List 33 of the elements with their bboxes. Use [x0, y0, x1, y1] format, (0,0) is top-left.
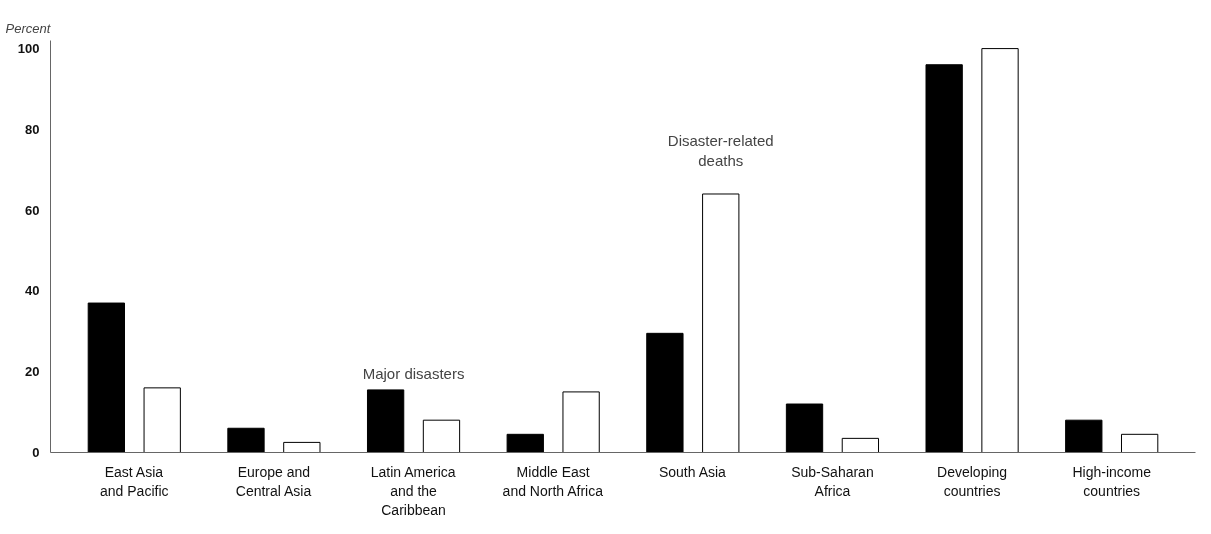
x-tick-label: Latin America and the Caribbean	[370, 463, 456, 518]
x-tick-label: Middle East and North Africa	[502, 463, 604, 499]
y-tick-label: 60	[25, 202, 40, 218]
bar	[143, 387, 181, 453]
y-tick-label: 40	[25, 283, 40, 299]
x-tick-label: Europe and Central Asia	[235, 463, 312, 499]
y-tick-label: 80	[25, 121, 40, 137]
y-tick-label: 20	[25, 364, 40, 380]
bar	[785, 403, 824, 453]
x-tick-label: Sub-Saharan Africa	[791, 463, 874, 499]
x-tick-label: South Asia	[658, 463, 727, 480]
text: Disaster-related deaths	[667, 131, 774, 169]
x-tick-label: High-income countries	[1072, 463, 1152, 499]
y-tick-label: 0	[32, 445, 40, 460]
y-tick-label: 100	[17, 41, 40, 57]
bar	[227, 427, 265, 453]
bar	[366, 389, 405, 453]
bar	[702, 193, 740, 453]
series-label: Major disasters	[362, 364, 465, 382]
bar	[1120, 433, 1159, 453]
bar	[283, 441, 321, 453]
bar	[646, 332, 684, 453]
bar	[925, 64, 963, 453]
bar	[87, 302, 126, 453]
bar	[506, 433, 544, 453]
bar	[422, 419, 461, 453]
y-axis-title: Percent	[5, 20, 52, 36]
x-tick-label: East Asia and Pacific	[100, 463, 169, 499]
bar	[841, 437, 880, 453]
bar	[981, 48, 1019, 453]
bar	[562, 391, 600, 453]
bar	[1065, 419, 1103, 453]
x-tick-label: Developing countries	[937, 463, 1008, 499]
